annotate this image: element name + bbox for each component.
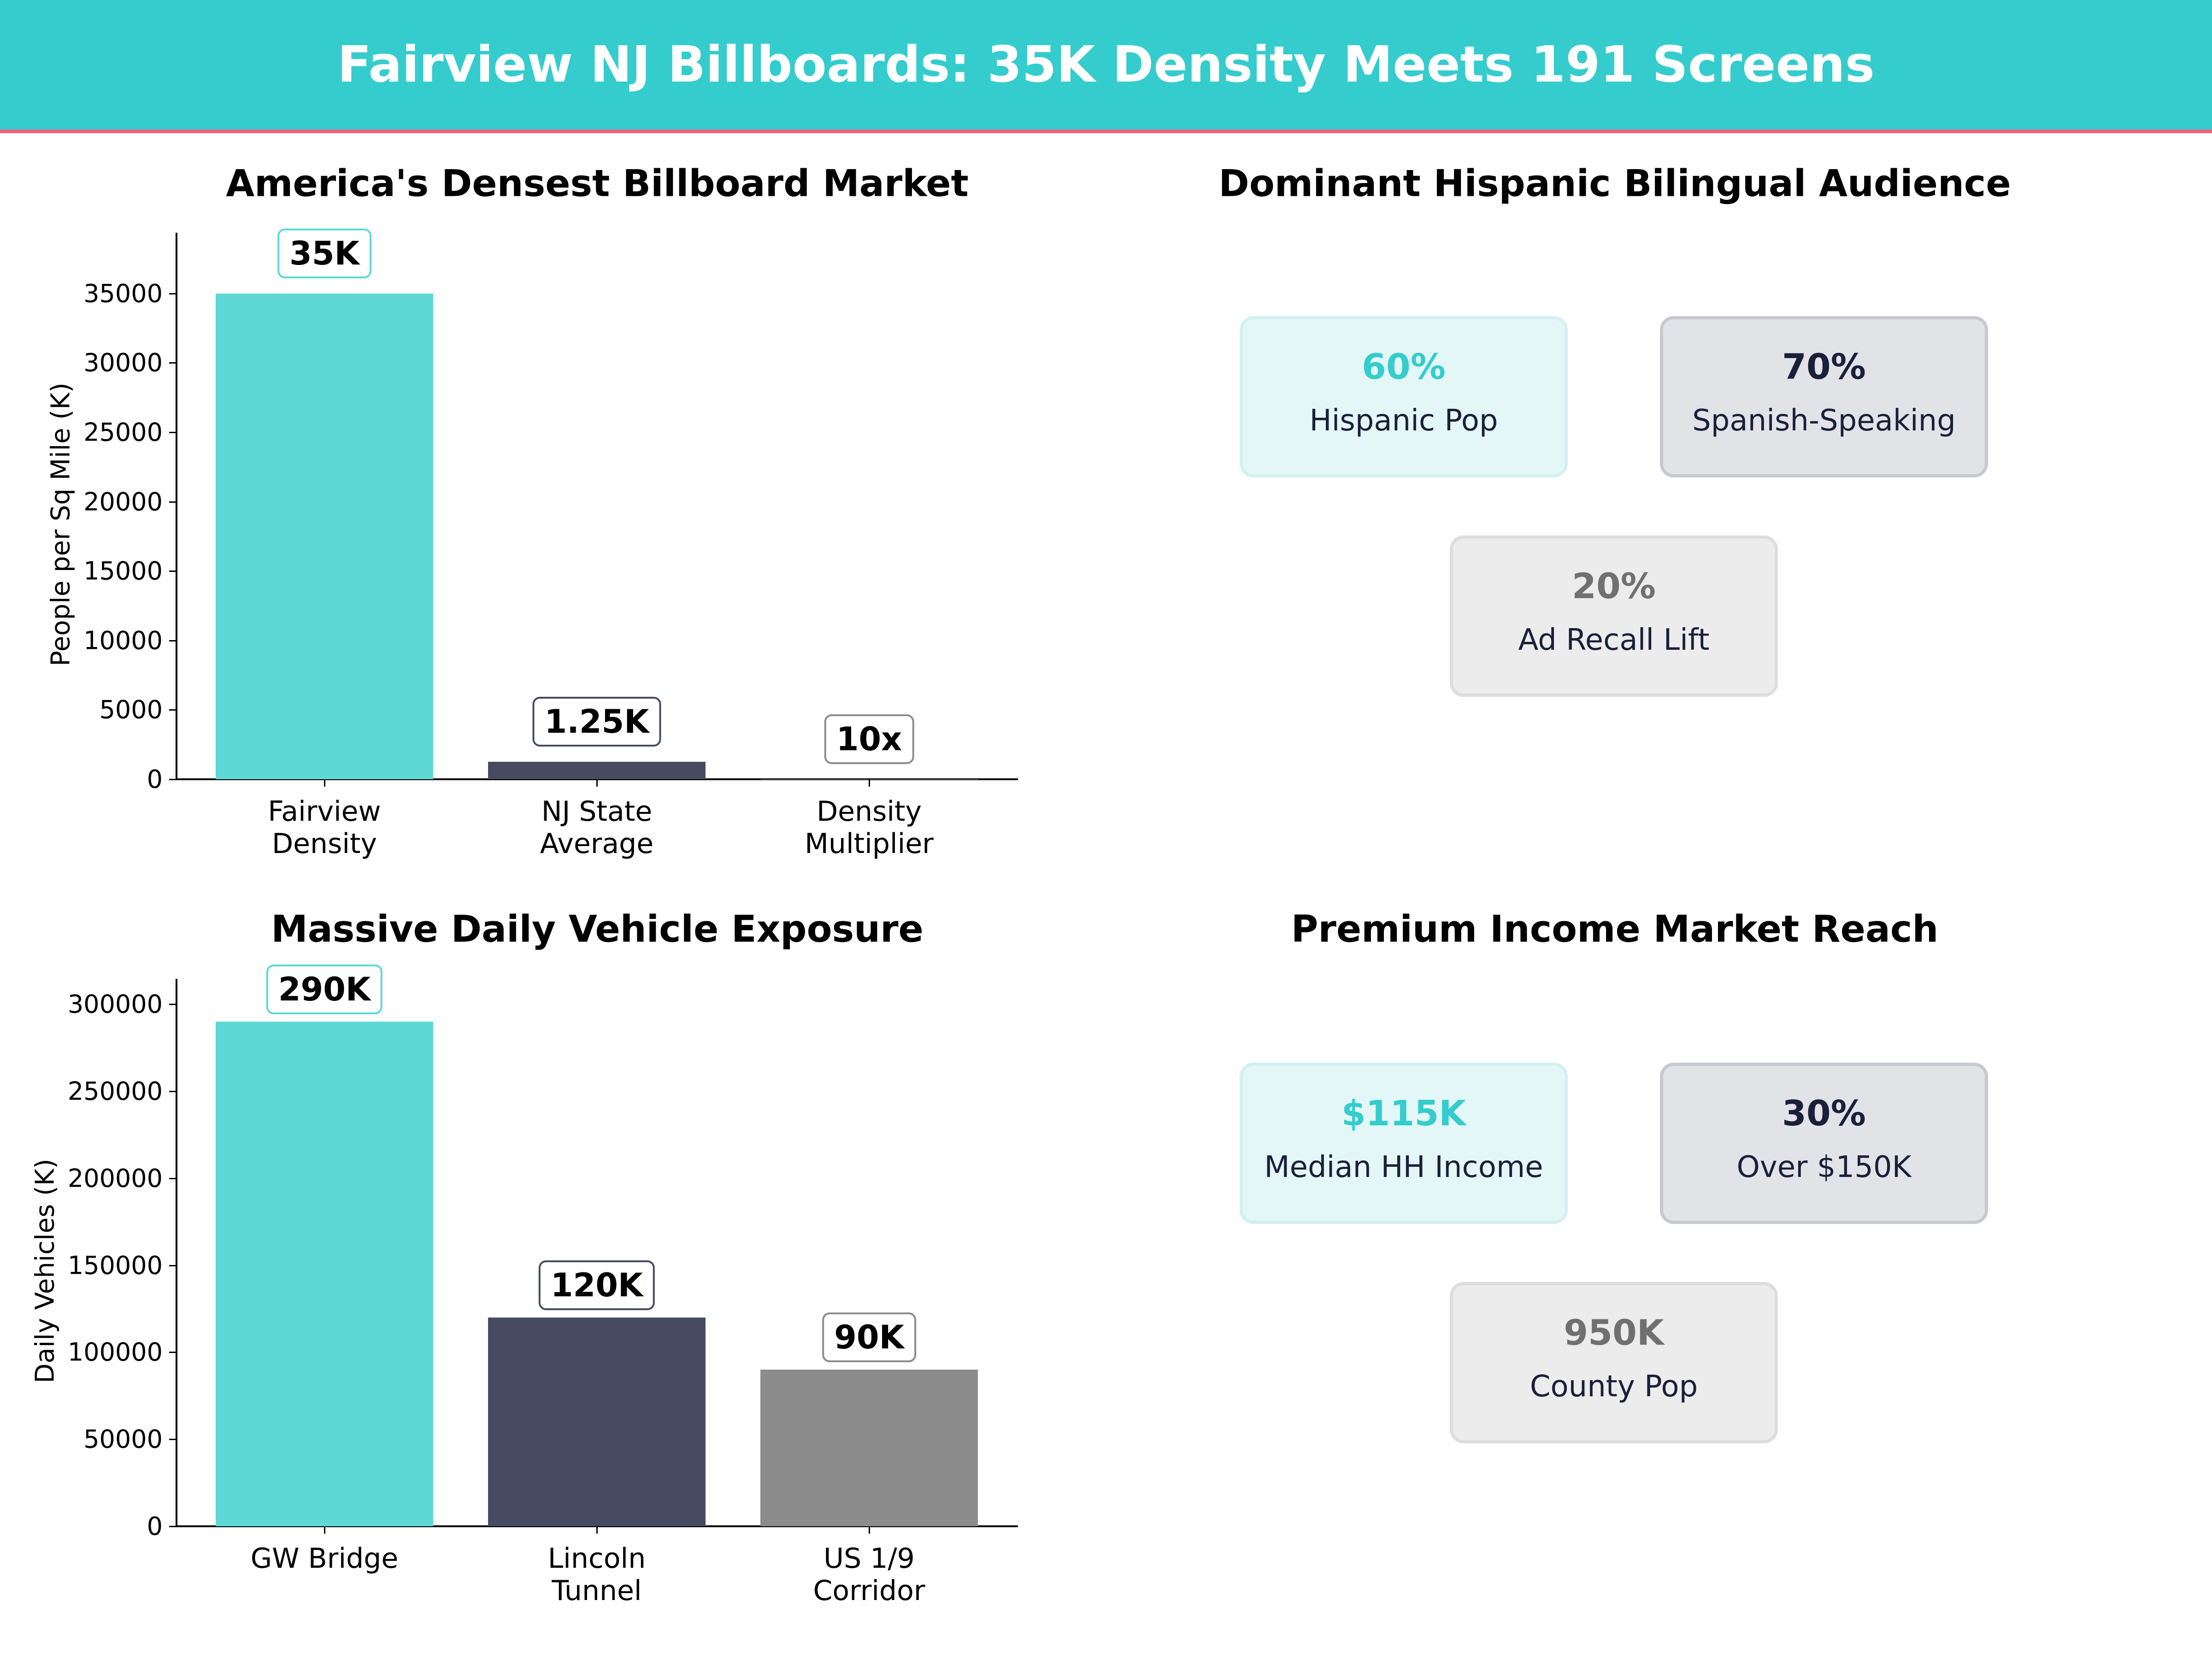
x-tick — [869, 1526, 870, 1534]
y-tick-label: 200000 — [67, 1164, 163, 1193]
stat-card-spanish-speaking: 70% Spanish-Speaking — [1660, 316, 1988, 477]
y-tick-label: 50000 — [83, 1424, 163, 1454]
y-tick-label: 15000 — [83, 556, 163, 586]
y-tick-label: 5000 — [99, 695, 163, 724]
vehicles-chart-title: Massive Daily Vehicle Exposure — [271, 907, 924, 951]
y-tick — [169, 501, 176, 503]
stat-label: Over $150K — [1736, 1150, 1912, 1184]
stat-card-median-income: $115K Median HH Income — [1240, 1063, 1568, 1224]
stat-value: $115K — [1341, 1093, 1466, 1134]
y-tick — [169, 1004, 176, 1006]
value-label: 1.25K — [532, 697, 661, 747]
y-axis-spine — [176, 233, 177, 780]
density-chart-title: America's Densest Billboard Market — [226, 162, 969, 205]
stat-label: Ad Recall Lift — [1518, 623, 1710, 657]
bar — [760, 1370, 978, 1526]
bar — [216, 1022, 433, 1526]
value-label: 290K — [266, 965, 383, 1015]
y-tick — [169, 779, 176, 780]
y-tick — [169, 571, 176, 572]
y-tick — [169, 431, 176, 433]
audience-panel-title: Dominant Hispanic Bilingual Audience — [1218, 162, 2011, 205]
y-axis-label: Daily Vehicles (K) — [30, 1159, 60, 1383]
page-title: Fairview NJ Billboards: 35K Density Meet… — [337, 36, 1875, 94]
bar — [216, 293, 433, 779]
y-tick-label: 0 — [147, 765, 163, 794]
stat-value: 60% — [1362, 346, 1446, 387]
y-tick-label: 10000 — [83, 626, 163, 655]
y-tick-label: 150000 — [67, 1251, 163, 1280]
x-tick — [596, 1526, 598, 1534]
y-tick — [169, 293, 176, 294]
stat-label: Spanish-Speaking — [1692, 404, 1956, 438]
x-tick-label: Fairview Density — [268, 795, 381, 860]
x-tick-label: Lincoln Tunnel — [547, 1542, 646, 1607]
value-label: 35K — [277, 228, 371, 278]
value-label: 120K — [538, 1260, 655, 1310]
stat-value: 20% — [1572, 565, 1656, 606]
y-tick-label: 20000 — [83, 487, 163, 517]
y-tick — [169, 1265, 176, 1266]
y-tick — [169, 1526, 176, 1527]
x-tick-label: Density Multiplier — [805, 795, 934, 860]
y-tick-label: 25000 — [83, 418, 163, 447]
bar — [488, 762, 706, 779]
y-tick — [169, 1177, 176, 1179]
x-tick — [596, 779, 598, 787]
y-tick — [169, 709, 176, 711]
income-panel-title: Premium Income Market Reach — [1291, 907, 1939, 951]
stat-card-ad-recall-lift: 20% Ad Recall Lift — [1450, 535, 1778, 697]
value-label: 90K — [822, 1312, 916, 1363]
value-label: 10x — [824, 714, 914, 764]
y-tick — [169, 1352, 176, 1353]
y-axis-spine — [176, 979, 177, 1527]
x-tick — [324, 1526, 325, 1534]
stat-value: 70% — [1782, 346, 1866, 387]
y-tick-label: 35000 — [83, 279, 163, 308]
y-tick-label: 250000 — [67, 1077, 163, 1106]
y-tick — [169, 640, 176, 641]
y-tick-label: 300000 — [67, 989, 163, 1019]
x-tick — [324, 779, 325, 787]
header-accent-stripe — [0, 129, 2212, 133]
y-axis-label: People per Sq Mile (K) — [46, 382, 76, 666]
y-tick-label: 0 — [147, 1512, 163, 1541]
x-tick-label: US 1/9 Corridor — [813, 1542, 925, 1607]
y-tick — [169, 362, 176, 364]
stat-label: County Pop — [1530, 1370, 1698, 1404]
y-tick — [169, 1439, 176, 1441]
bar — [488, 1317, 706, 1526]
x-tick-label: NJ State Average — [540, 795, 654, 860]
header-banner — [0, 0, 2212, 129]
y-tick — [169, 1091, 176, 1093]
x-tick-label: GW Bridge — [250, 1542, 399, 1575]
y-tick-label: 100000 — [67, 1337, 163, 1367]
x-tick — [869, 779, 870, 787]
stat-card-over-150k: 30% Over $150K — [1660, 1063, 1988, 1224]
stat-card-hispanic-pop: 60% Hispanic Pop — [1240, 316, 1568, 477]
stat-label: Median HH Income — [1264, 1150, 1543, 1184]
stat-value: 30% — [1782, 1093, 1866, 1134]
stat-label: Hispanic Pop — [1309, 404, 1498, 438]
stat-value: 950K — [1564, 1312, 1664, 1353]
stat-card-county-pop: 950K County Pop — [1450, 1282, 1778, 1443]
y-tick-label: 30000 — [83, 348, 163, 377]
